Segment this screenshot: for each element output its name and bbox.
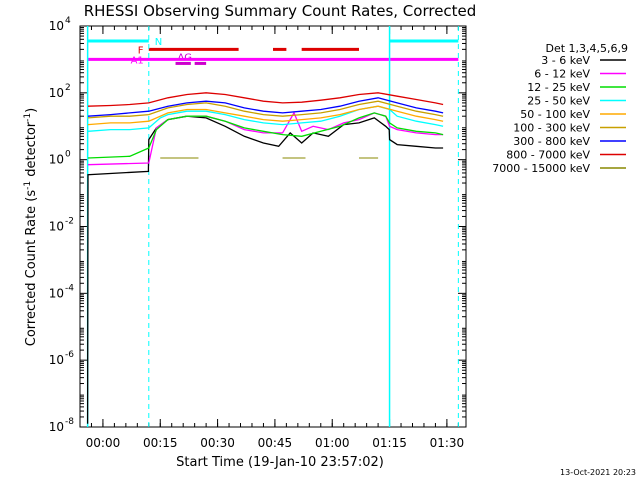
status-label-a1: A1 [131,55,144,66]
y-label-sup2: -1 [23,113,33,122]
status-label-f: F [138,45,144,56]
status-bars: NFAGA1 [87,37,459,66]
series-100-300-kev [87,100,444,119]
y-tick-label: 10 [49,153,64,167]
legend-label-100-300-kev: 100 - 300 keV [513,122,590,135]
legend-label-300-800-kev: 300 - 800 keV [513,135,590,148]
y-tick-label: 10 [49,86,64,100]
x-tick-label: 01:15 [372,436,407,450]
legend-label-6-12-kev: 6 - 12 keV [534,68,590,81]
y-tick-label: 10 [49,286,64,300]
legend-label-3-6-kev: 3 - 6 keV [541,54,590,67]
x-tick-label: 00:00 [86,436,121,450]
y-tick-exponent: -8 [65,417,74,427]
x-tick-label: 00:45 [258,436,293,450]
series-12-25-kev [87,112,444,159]
series-25-50-kev [87,105,444,132]
series-300-800-kev [87,97,444,117]
y-tick-label: 10 [49,220,64,234]
legend-label-800-7000-kev: 800 - 7000 keV [506,149,590,162]
y-label-part2: detector [24,121,39,181]
legend-title: Det 1,3,4,5,6,9 [545,42,628,55]
chart-title: RHESSI Observing Summary Count Rates, Co… [84,2,477,20]
y-tick-label: 10 [49,353,64,367]
x-axis-label: Start Time (19-Jan-10 23:57:02) [176,455,384,470]
x-tick-label: 00:30 [200,436,235,450]
legend-label-7000-15000-kev: 7000 - 15000 keV [492,162,590,175]
footer-date: 13-Oct-2021 20:23 [560,468,636,477]
y-tick-exponent: -2 [65,217,74,227]
y-tick-exponent: -6 [65,350,74,360]
series-50-100-kev [87,105,444,126]
y-label-sup1: -1 [23,181,33,190]
y-tick-exponent: -4 [65,283,74,293]
series-800-7000-kev [87,92,444,107]
y-label-part3: ) [24,108,39,113]
y-axis-label: Corrected Count Rate (s-1 detector-1) [23,108,39,346]
status-label-n: N [155,37,162,48]
x-axis-ticks: 00:00 00:15 00:30 00:45 01:00 01:15 01:30 [86,26,465,450]
y-tick-exponent: 4 [65,16,71,26]
series-lines [86,92,444,424]
legend-label-25-50-kev: 25 - 50 keV [527,95,590,108]
y-tick-label: 10 [49,19,64,33]
y-tick-exponent: 2 [65,83,71,93]
y-tick-label: 10 [49,420,64,434]
x-tick-label: 00:15 [143,436,178,450]
legend-label-50-100-kev: 50 - 100 keV [520,108,590,121]
y-label-part1: Corrected Count Rate (s [24,190,39,347]
legend-label-12-25-kev: 12 - 25 keV [527,81,590,94]
y-tick-exponent: 0 [65,150,71,160]
x-tick-label: 01:00 [315,436,350,450]
x-tick-label: 01:30 [430,436,465,450]
